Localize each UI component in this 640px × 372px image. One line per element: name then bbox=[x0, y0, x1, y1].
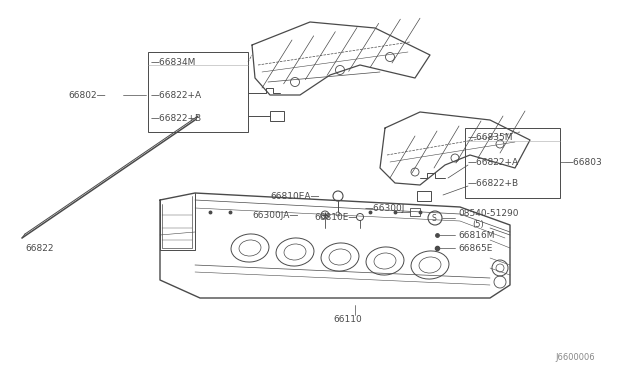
Text: J6600006: J6600006 bbox=[556, 353, 595, 362]
Bar bbox=[465, 128, 560, 198]
Text: —66822+A: —66822+A bbox=[151, 90, 202, 99]
Text: 66865E: 66865E bbox=[458, 244, 492, 253]
Bar bbox=[410, 208, 420, 216]
Circle shape bbox=[428, 211, 442, 225]
Text: —66822+B: —66822+B bbox=[468, 179, 519, 187]
Bar bbox=[148, 52, 248, 132]
Text: —66822+A: —66822+A bbox=[468, 157, 519, 167]
Bar bbox=[417, 191, 431, 201]
Text: 66810E—: 66810E— bbox=[314, 212, 357, 221]
Text: —66803: —66803 bbox=[565, 157, 603, 167]
Text: 66822: 66822 bbox=[25, 244, 54, 253]
Bar bbox=[270, 111, 284, 121]
Text: —66834M: —66834M bbox=[151, 58, 196, 67]
Text: —66835M: —66835M bbox=[468, 132, 513, 141]
Text: 66300JA—: 66300JA— bbox=[252, 211, 298, 219]
Text: 66810EA—: 66810EA— bbox=[270, 192, 319, 201]
Text: 66110: 66110 bbox=[333, 315, 362, 324]
Text: 66802—: 66802— bbox=[68, 90, 106, 99]
Text: S: S bbox=[431, 214, 436, 222]
Text: 66816M: 66816M bbox=[458, 231, 495, 240]
Text: 08540-51290: 08540-51290 bbox=[458, 208, 518, 218]
Text: —66300J: —66300J bbox=[365, 203, 405, 212]
Text: —66822+B: —66822+B bbox=[151, 113, 202, 122]
Text: (5): (5) bbox=[472, 219, 484, 228]
